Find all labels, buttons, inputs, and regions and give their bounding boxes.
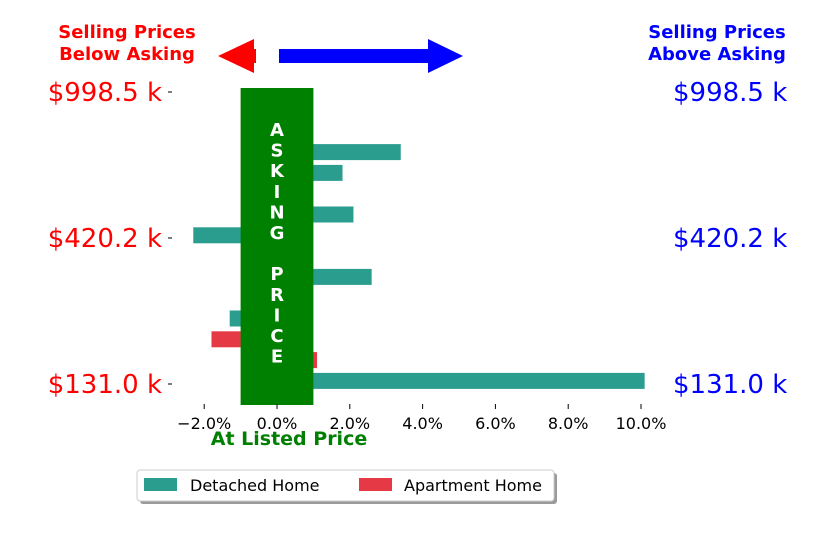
legend-swatch-apartment xyxy=(359,478,392,491)
x-tick-label-0: −2.0% xyxy=(177,414,231,433)
y-tick-label-left-0: $998.5 k xyxy=(48,78,162,108)
x-tick-label-5: 8.0% xyxy=(548,414,589,433)
x-tick-label-2: 2.0% xyxy=(329,414,370,433)
header-left-line1: Selling Prices xyxy=(58,22,195,43)
x-tick-label-1: 0.0% xyxy=(257,414,298,433)
y-tick-label-right-2: $131.0 k xyxy=(673,370,787,400)
x-axis-ticks: −2.0% 0.0% 2.0% 4.0% 6.0% 8.0% 10.0% xyxy=(177,404,666,433)
y-tick-labels-left: $998.5 k $420.2 k $131.0 k xyxy=(48,78,172,400)
asking-letter-11: E xyxy=(271,347,283,368)
legend: Detached Home Apartment Home xyxy=(136,469,557,504)
y-tick-label-right-1: $420.2 k xyxy=(673,224,787,254)
arrow-right-icon xyxy=(279,39,463,73)
legend-label-apartment: Apartment Home xyxy=(404,476,542,495)
legend-swatch-detached xyxy=(144,478,177,491)
asking-letter-3: I xyxy=(274,182,281,203)
asking-letter-7: P xyxy=(270,264,283,285)
header-right-line1: Selling Prices xyxy=(648,22,785,43)
arrow-left-icon xyxy=(218,39,256,73)
asking-price-band xyxy=(240,88,314,405)
legend-label-detached: Detached Home xyxy=(190,476,320,495)
y-tick-label-right-0: $998.5 k xyxy=(673,78,787,108)
asking-letter-0: A xyxy=(270,120,284,141)
asking-letter-1: S xyxy=(271,141,284,162)
x-tick-label-4: 6.0% xyxy=(475,414,516,433)
x-tick-label-3: 4.0% xyxy=(402,414,443,433)
y-tick-label-left-2: $131.0 k xyxy=(48,370,162,400)
asking-letter-5: G xyxy=(270,223,285,244)
header-right-line2: Above Asking xyxy=(648,44,786,65)
y-tick-labels-right: $998.5 k $420.2 k $131.0 k xyxy=(673,78,787,400)
x-tick-label-6: 10.0% xyxy=(616,414,667,433)
asking-letter-4: N xyxy=(269,202,284,223)
asking-letter-9: I xyxy=(274,305,281,326)
header-left-line2: Below Asking xyxy=(59,44,195,65)
y-tick-label-left-1: $420.2 k xyxy=(48,224,162,254)
asking-letter-10: C xyxy=(270,326,283,347)
bar-detached-13 xyxy=(277,372,645,389)
x-axis-label: At Listed Price xyxy=(211,428,367,450)
asking-letter-8: R xyxy=(270,285,284,306)
asking-letter-2: K xyxy=(270,161,285,182)
